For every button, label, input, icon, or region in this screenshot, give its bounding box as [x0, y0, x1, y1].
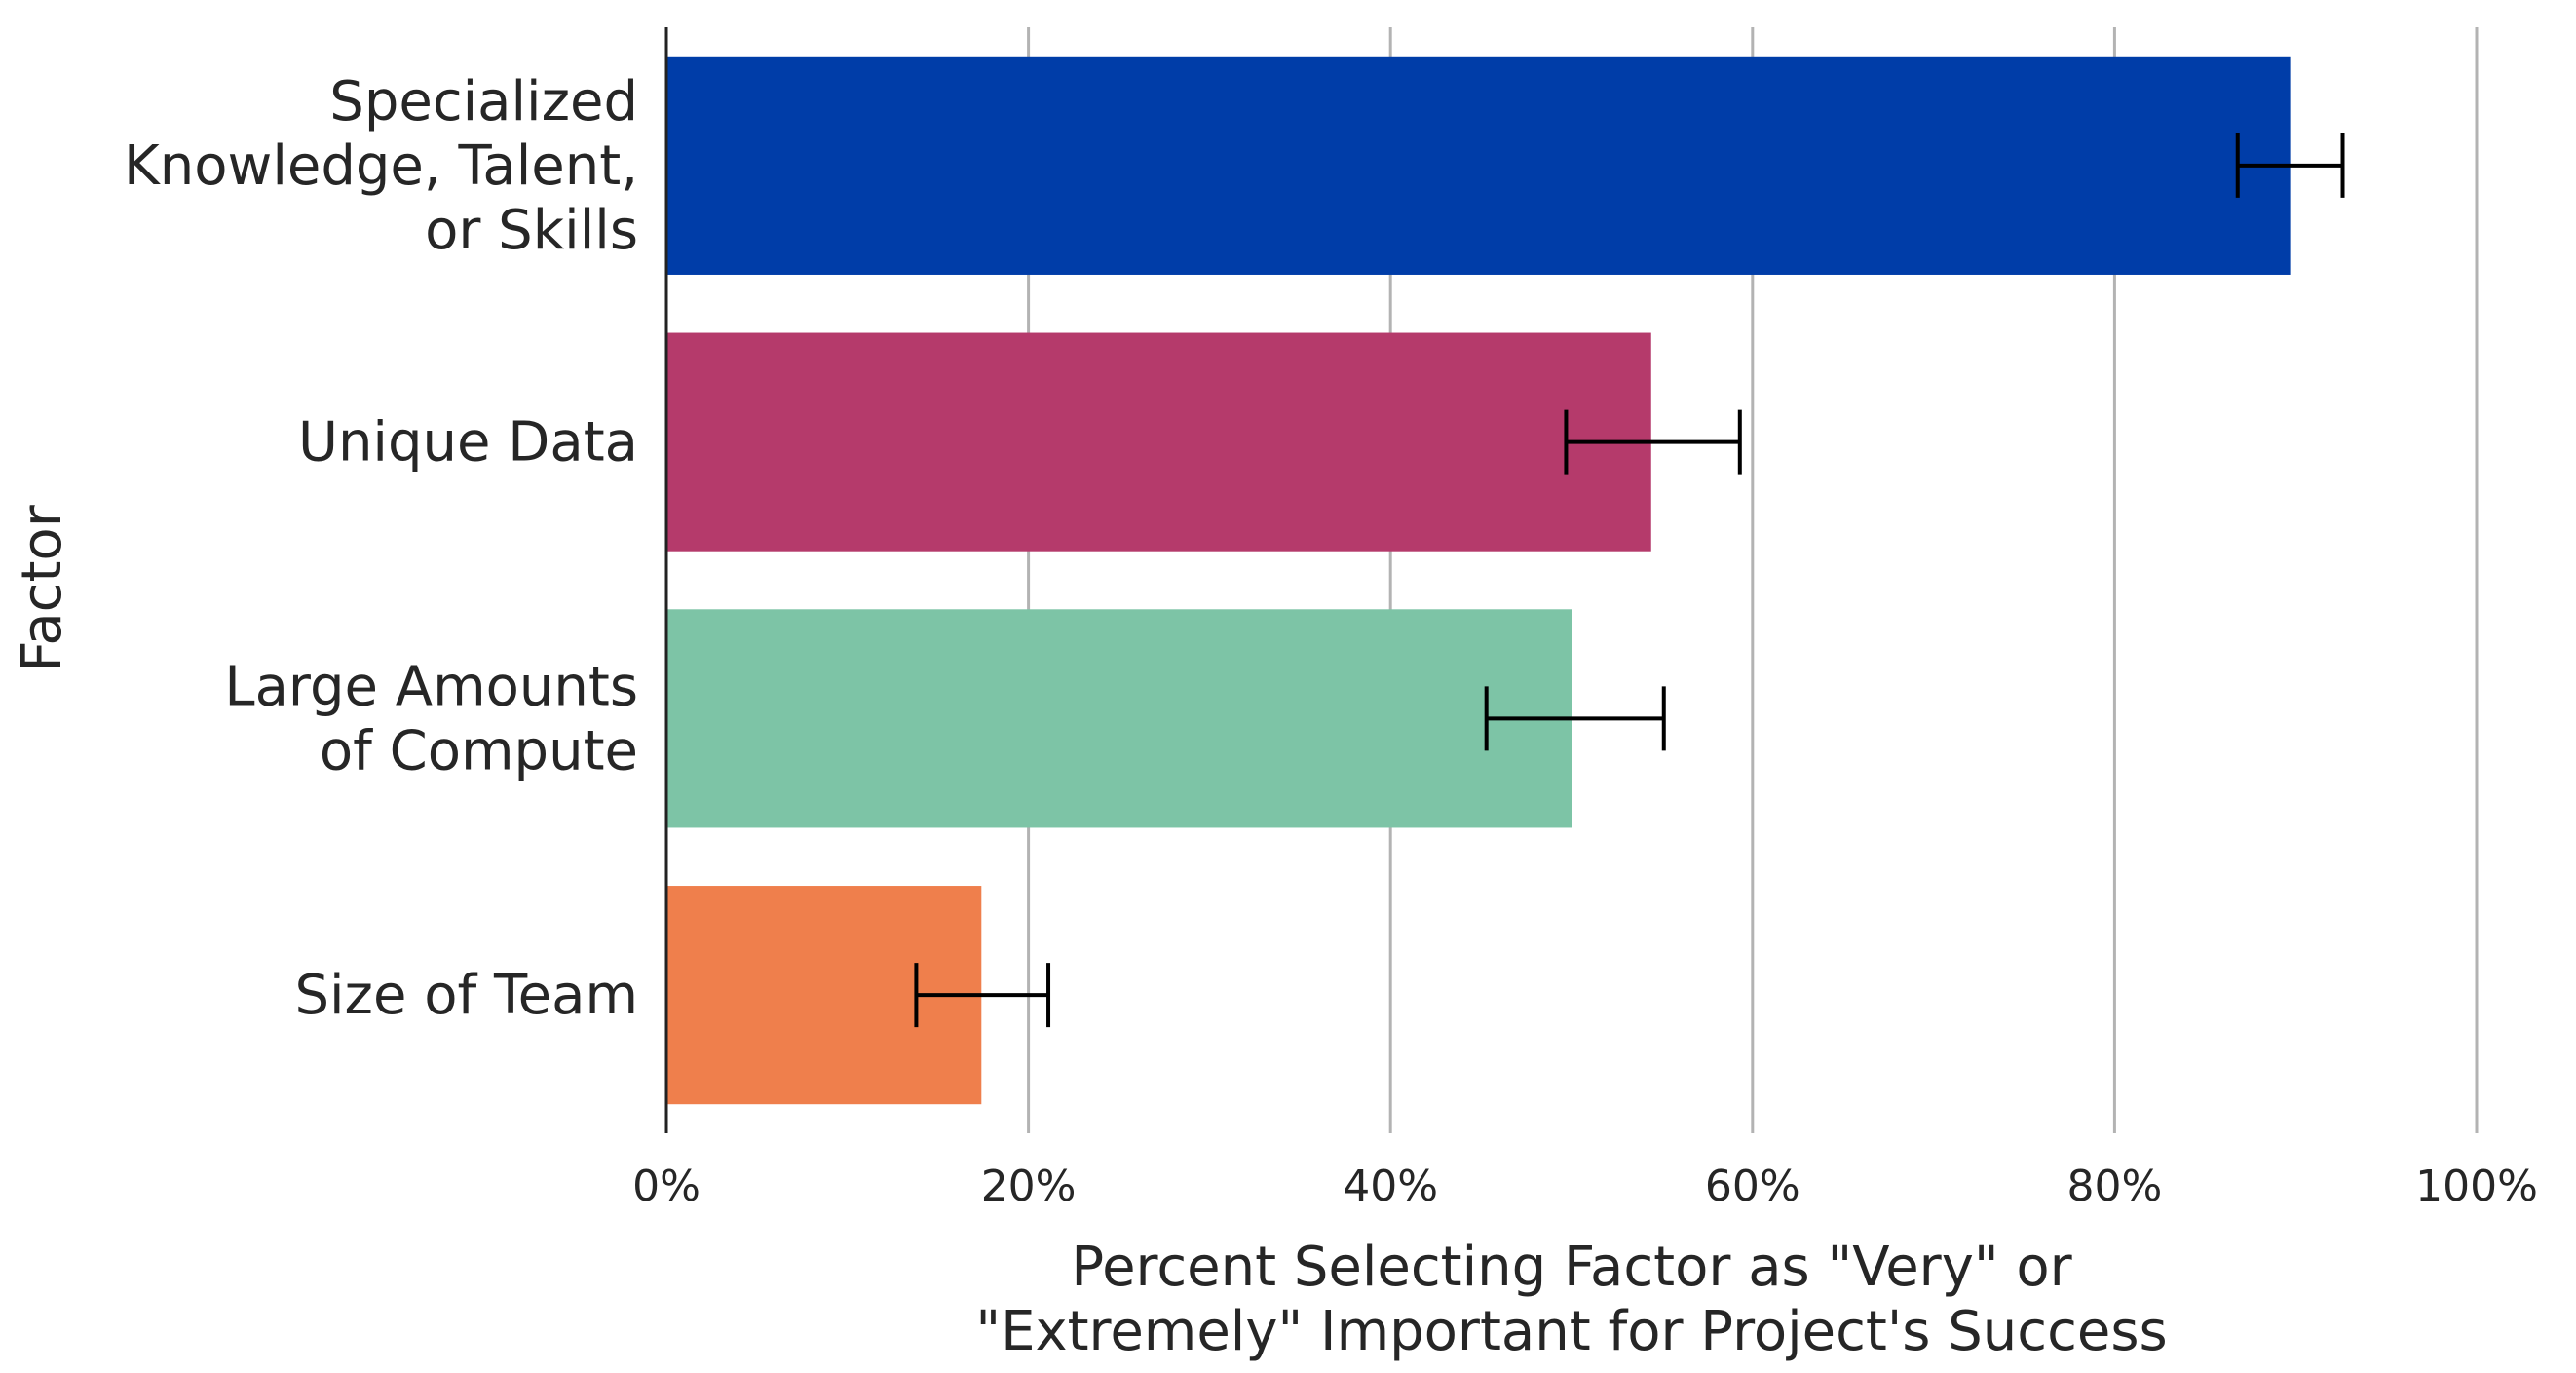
- x-tick-label: 80%: [2067, 1162, 2163, 1211]
- error-bar: [1564, 409, 1742, 475]
- y-category-label-line: Large Amounts: [224, 655, 638, 718]
- y-category-label-line: Specialized: [329, 70, 638, 133]
- y-category-label-line: Unique Data: [298, 411, 638, 475]
- bar: [666, 56, 2291, 275]
- x-tick-label: 60%: [1705, 1162, 1800, 1211]
- y-category-label: Unique Data: [298, 411, 638, 475]
- y-category-label: Size of Team: [294, 964, 638, 1027]
- y-category-label: Specialized Knowledge, Talent, or Skills: [124, 70, 638, 262]
- bars: [666, 56, 2291, 1105]
- y-axis-title: Factor: [11, 504, 74, 671]
- error-bar: [1484, 686, 1666, 751]
- error-bars: [914, 133, 2345, 1028]
- y-category-labels: Specialized Knowledge, Talent, or Skills Un…: [124, 70, 638, 1027]
- y-category-label-line: Size of Team: [294, 964, 638, 1027]
- y-category-label: Large Amounts of Compute: [224, 655, 638, 782]
- x-axis-title-line: Percent Selecting Factor as "Very" or: [1071, 1236, 2072, 1299]
- x-axis-title-line: "Extremely" Important for Project's Succ…: [975, 1300, 2167, 1363]
- error-bar: [2235, 133, 2345, 198]
- bar: [666, 332, 1651, 552]
- y-category-label-line: or Skills: [425, 199, 638, 262]
- x-tick-label: 20%: [981, 1162, 1077, 1211]
- x-axis-title: Percent Selecting Factor as "Very" or "Ex…: [975, 1236, 2167, 1363]
- x-tick-labels: 0% 20% 40% 60% 80% 100%: [632, 1162, 2538, 1211]
- x-tick-label: 40%: [1343, 1162, 1438, 1211]
- y-category-label-line: of Compute: [320, 719, 638, 782]
- x-tick-label: 0%: [632, 1162, 701, 1211]
- error-bar: [914, 963, 1051, 1028]
- x-tick-label: 100%: [2415, 1162, 2538, 1211]
- y-category-label-line: Knowledge, Talent,: [124, 134, 638, 198]
- bar: [666, 609, 1572, 828]
